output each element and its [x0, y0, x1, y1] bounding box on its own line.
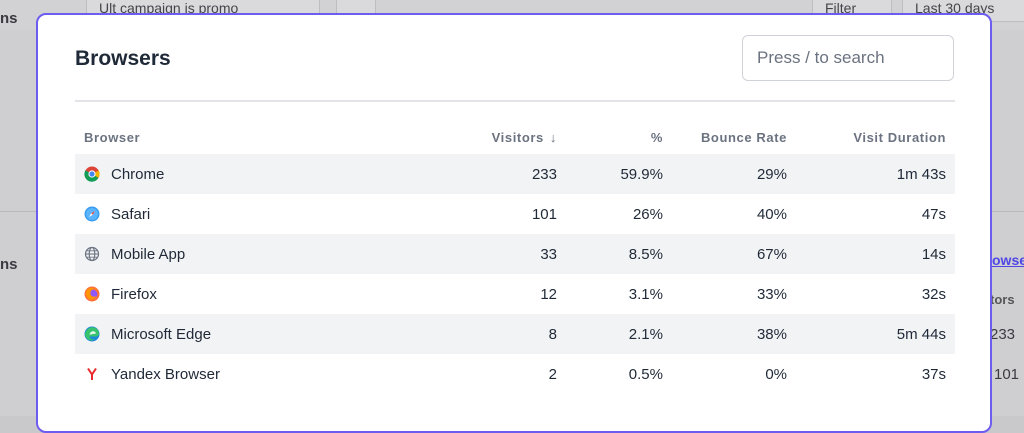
table-row[interactable]: Chrome 233 59.9% 29% 1m 43s	[75, 154, 955, 194]
percent-value: 0.5%	[628, 365, 663, 383]
background-value: 101	[994, 366, 1020, 383]
visitors-value: 12	[540, 285, 557, 303]
browser-name: Mobile App	[111, 245, 186, 263]
background-divider-right	[990, 211, 1024, 212]
browsers-table: Browser Visitors ↓ % Bounce Rate Visit D…	[75, 120, 955, 394]
bounce-rate-value: 67%	[756, 245, 787, 263]
visit-duration-value: 47s	[921, 205, 946, 223]
background-browsers-link[interactable]: owse	[992, 252, 1024, 268]
visit-duration-value: 37s	[921, 365, 946, 383]
header-divider	[75, 100, 955, 102]
table-row[interactable]: Firefox 12 3.1% 33% 32s	[75, 274, 955, 314]
visit-duration-value: 32s	[921, 285, 946, 303]
bounce-rate-value: 38%	[756, 325, 787, 343]
browser-cell: Mobile App	[75, 246, 455, 263]
table-row[interactable]: Mobile App 33 8.5% 67% 14s	[75, 234, 955, 274]
browser-name: Firefox	[111, 285, 157, 303]
yandex-icon	[87, 367, 97, 380]
visitors-value: 33	[540, 245, 557, 263]
visit-duration-value: 14s	[921, 245, 946, 263]
column-visitors[interactable]: Visitors ↓	[455, 130, 557, 145]
bounce-rate-value: 0%	[765, 365, 787, 383]
browser-name: Safari	[111, 205, 151, 223]
browser-cell: Yandex Browser	[75, 366, 455, 383]
browser-cell: Microsoft Edge	[75, 326, 455, 343]
background-section-fragment: ns	[0, 256, 18, 273]
background-value: 233	[990, 326, 1016, 343]
table-row[interactable]: Safari 101 26% 40% 47s	[75, 194, 955, 234]
search-input[interactable]	[742, 35, 954, 81]
visitors-value: 2	[548, 365, 557, 383]
column-visit-duration[interactable]: Visit Duration	[853, 129, 946, 145]
chrome-icon	[84, 166, 100, 182]
browser-cell: Firefox	[75, 286, 455, 303]
percent-value: 59.9%	[620, 165, 663, 183]
edge-icon	[84, 326, 100, 342]
visitors-value: 8	[548, 325, 557, 343]
bounce-rate-value: 29%	[756, 165, 787, 183]
browser-name: Microsoft Edge	[111, 325, 212, 343]
visitors-value: 101	[531, 205, 557, 223]
browser-cell: Safari	[75, 206, 455, 223]
percent-value: 3.1%	[628, 285, 663, 303]
background-visitors-header: tors	[990, 292, 1015, 307]
column-visitors-label: Visitors	[491, 129, 544, 145]
background-heading-fragment: ns	[0, 10, 18, 27]
percent-value: 26%	[632, 205, 663, 223]
visit-duration-value: 1m 43s	[896, 165, 946, 183]
browsers-modal: Browsers Browser Visitors ↓ % Bounce Rat…	[36, 13, 992, 433]
column-percent[interactable]: %	[650, 129, 663, 145]
visit-duration-value: 5m 44s	[896, 325, 946, 343]
column-bounce-rate[interactable]: Bounce Rate	[700, 129, 787, 145]
visitors-value: 233	[531, 165, 557, 183]
bounce-rate-value: 33%	[756, 285, 787, 303]
browser-cell: Chrome	[75, 166, 455, 183]
table-header: Browser Visitors ↓ % Bounce Rate Visit D…	[75, 120, 955, 154]
background-divider	[0, 211, 36, 212]
table-row[interactable]: Microsoft Edge 8 2.1% 38% 5m 44s	[75, 314, 955, 354]
sort-down-arrow-icon[interactable]: ↓	[549, 129, 557, 145]
browser-name: Yandex Browser	[111, 365, 220, 383]
modal-title: Browsers	[75, 47, 171, 70]
percent-value: 2.1%	[628, 325, 663, 343]
table-row[interactable]: Yandex Browser 2 0.5% 0% 37s	[75, 354, 955, 394]
firefox-icon	[84, 286, 100, 302]
percent-value: 8.5%	[628, 245, 663, 263]
column-browser[interactable]: Browser	[84, 129, 141, 145]
safari-icon	[84, 206, 100, 222]
browser-name: Chrome	[111, 165, 165, 183]
bounce-rate-value: 40%	[756, 205, 787, 223]
globe-icon	[84, 246, 100, 262]
